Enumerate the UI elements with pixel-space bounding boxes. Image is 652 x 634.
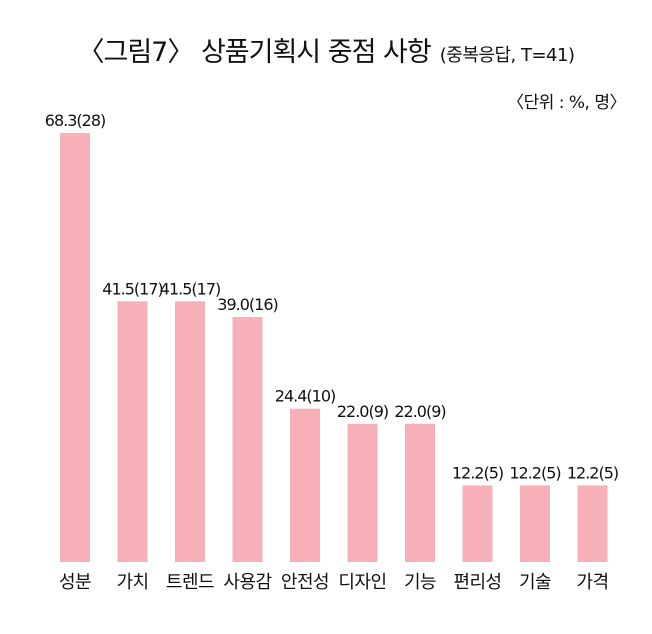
- data-label-1: 68.3(28): [45, 111, 105, 130]
- category-label-7: 기능: [404, 572, 436, 593]
- data-label-2: 41.5(17): [102, 279, 162, 298]
- bar-10: [577, 485, 608, 562]
- bar-4: [232, 317, 263, 562]
- category-label-10: 가격: [576, 572, 608, 593]
- chart-title: 〈그림7〉 상품기획시 중점 사항: [77, 37, 432, 68]
- data-label-9: 12.2(5): [509, 463, 560, 482]
- data-label-5: 24.4(10): [275, 387, 335, 406]
- data-label-8: 12.2(5): [452, 463, 503, 482]
- unit-note: 〈단위 : %, 명〉: [507, 93, 626, 113]
- data-label-4: 39.0(16): [217, 295, 277, 314]
- bar-1: [60, 133, 90, 562]
- category-labels-group: 성분 가치 트렌드 사용감 안전성 디자인 기능 편리성 기술 가격: [59, 572, 609, 593]
- category-label-4: 사용감: [223, 572, 271, 593]
- category-label-5: 안전성: [281, 572, 329, 593]
- bar-2: [117, 301, 148, 562]
- bar-8: [462, 485, 493, 562]
- bar-7: [405, 423, 435, 562]
- data-label-10: 12.2(5): [567, 463, 618, 482]
- category-label-6: 디자인: [338, 572, 386, 593]
- data-label-3: 41.5(17): [160, 279, 220, 298]
- category-label-8: 편리성: [453, 572, 501, 593]
- category-label-3: 트렌드: [166, 572, 214, 593]
- data-labels-group: 68.3(28)41.5(17)41.5(17)39.0(16)24.4(10)…: [45, 111, 619, 482]
- bars-group: [60, 133, 608, 562]
- bar-9: [520, 485, 550, 562]
- bar-6: [347, 423, 378, 562]
- bar-5: [290, 408, 320, 562]
- category-label-1: 성분: [59, 572, 91, 593]
- data-label-7: 22.0(9): [394, 402, 445, 421]
- bar-3: [175, 301, 205, 562]
- chart-title-row: 〈그림7〉 상품기획시 중점 사항 (중복응답, T=41): [0, 30, 652, 69]
- data-label-6: 22.0(9): [337, 402, 388, 421]
- chart-subtitle: (중복응답, T=41): [439, 45, 575, 66]
- category-label-2: 가치: [116, 572, 148, 593]
- category-label-9: 기술: [519, 572, 551, 593]
